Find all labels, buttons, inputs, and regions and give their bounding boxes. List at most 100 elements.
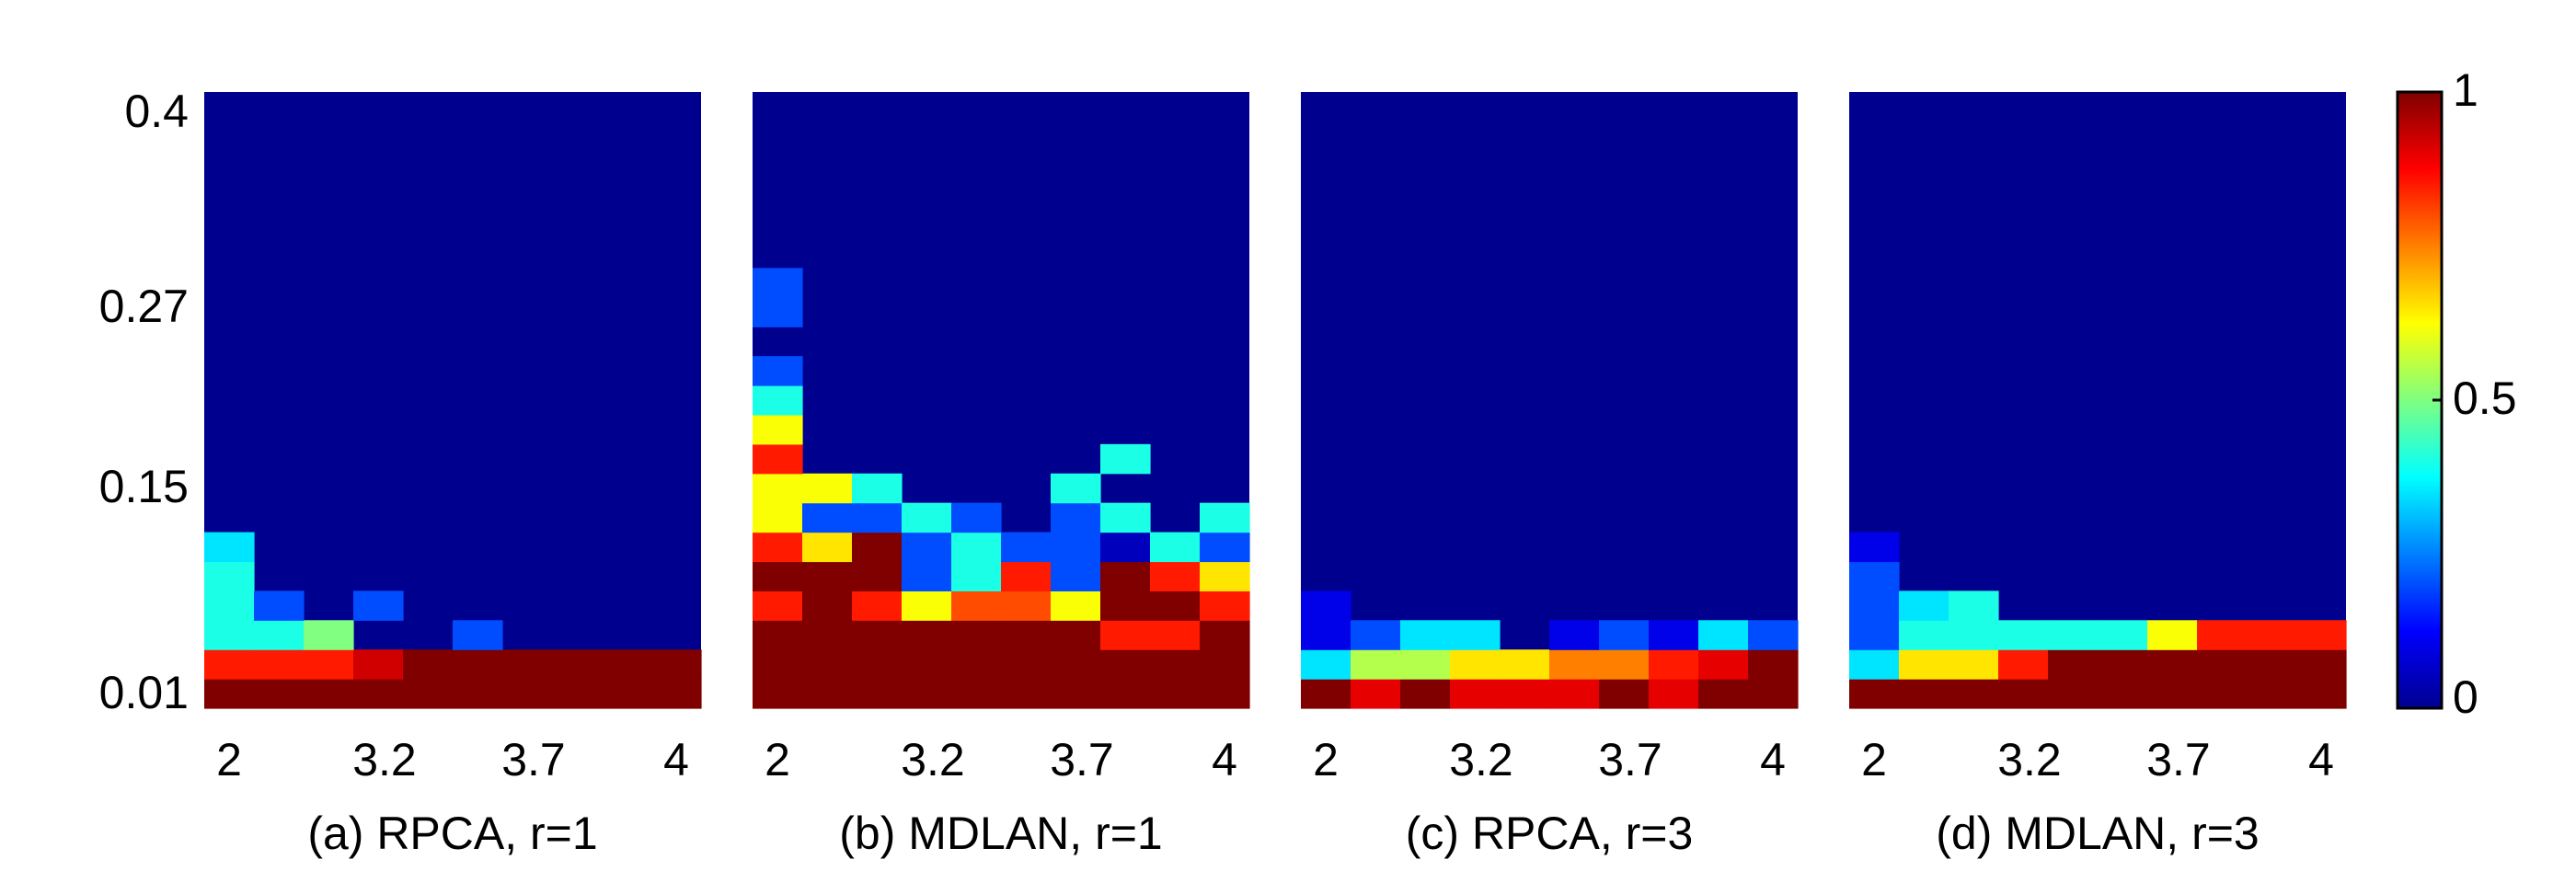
heatmap-cell [753,649,803,680]
heatmap-cell [2296,679,2347,709]
heatmap-cell [1301,590,1351,621]
heatmap-cell [1150,679,1201,709]
heatmap-cell [1849,620,1900,650]
x-tick-label: 3.7 [1050,734,1114,785]
heatmap-cell [2197,620,2248,650]
heatmap-cell [1001,679,1052,709]
y-tick-label: 0.01 [99,667,189,718]
panel-caption: (c) RPCA, r=3 [1406,808,1694,859]
heatmap-cell [2197,649,2248,680]
heatmap-cell [602,649,652,680]
heatmap-cell [1998,649,2049,680]
heatmap-cell [254,590,305,621]
heatmap-cell [1001,649,1052,680]
heatmap-cell [753,356,803,386]
heatmap-cell [353,649,404,680]
heatmap-cell [204,649,255,680]
heatmap-cell [753,414,803,445]
heatmap-cell [254,679,305,709]
heatmap-cell [1949,679,1999,709]
heatmap-cell [753,590,803,621]
heatmap-cell [1051,590,1101,621]
heatmap-cell [1200,561,1250,591]
heatmap-cell [753,443,803,475]
heatmap-cell [951,561,1002,591]
heatmap-cell [753,620,803,650]
heatmap-cell [1001,532,1052,563]
heatmap-cell [852,620,903,650]
x-tick-label: 3.7 [2146,734,2211,785]
heatmap-cell [852,649,903,680]
heatmap-cell [1599,679,1650,709]
heatmap-cell [1899,649,1949,680]
heatmap-cell [951,590,1002,621]
heatmap-cell [1150,532,1201,563]
heatmap-cell [852,502,903,533]
colorbar-tick-label: 0 [2453,671,2478,723]
heatmap-cell [1949,649,1999,680]
x-tick-label: 4 [663,734,689,785]
heatmap-cell [1200,532,1250,563]
heatmap-cell [1998,679,2049,709]
heatmap-cell [902,620,952,650]
heatmap-cell [1500,649,1550,680]
heatmap-cell [1849,532,1900,563]
heatmap-cell [802,649,853,680]
heatmap-cell [1301,620,1351,650]
heatmap-cell [1001,561,1052,591]
x-tick-label: 3.2 [352,734,417,785]
heatmap-cell [502,649,553,680]
heatmap-cell [1351,620,1401,650]
x-tick-label: 2 [1861,734,1887,785]
heatmap-cell [1649,620,1699,650]
heatmap-cell [453,679,503,709]
heatmap-cell [951,532,1002,563]
heatmap-cell [802,502,853,533]
heatmap-cell [1849,679,1900,709]
heatmap-cell [951,679,1002,709]
x-tick-label: 4 [1760,734,1786,785]
heatmap-cell [1949,620,1999,650]
x-tick-label: 4 [1212,734,1237,785]
heatmap-cell [1200,679,1250,709]
heatmap-cell [1100,502,1151,533]
heatmap-cell [1450,620,1501,650]
heatmap-cell [2098,679,2148,709]
x-tick-label: 3.7 [1598,734,1662,785]
heatmap-cell [1100,620,1151,650]
heatmap-cell [1301,649,1351,680]
heatmap-cell [1748,679,1799,709]
x-tick-label: 2 [765,734,790,785]
heatmap-cell [204,532,255,563]
heatmap-cell [2296,620,2347,650]
heatmap-cell [802,590,853,621]
x-tick-label: 4 [2308,734,2334,785]
heatmap-cell [2098,649,2148,680]
heatmap-cell [1549,679,1600,709]
heatmap-cell [1949,590,1999,621]
heatmap-cell [802,561,853,591]
heatmap-cell [403,679,454,709]
heatmap-cell [2147,649,2198,680]
heatmap-cell [1351,649,1401,680]
panel-caption: (d) MDLAN, r=3 [1936,808,2259,859]
heatmap-cell [1051,620,1101,650]
panel-4: 2 3.2 3.7 4 (d) MDLAN, r=3 [1849,92,2347,859]
heatmap-cell [852,473,903,504]
heatmap-cell [2197,679,2248,709]
heatmap-cell [2048,679,2099,709]
heatmap-cell [651,679,702,709]
heatmap-cell [2147,679,2198,709]
heatmap-cell [951,649,1002,680]
panel-3: 2 3.2 3.7 4 (c) RPCA, r=3 [1301,92,1799,859]
x-tick-label: 2 [1313,734,1339,785]
heatmap-cell [1400,679,1451,709]
heatmap-cell [1899,620,1949,650]
heatmap-cell [1899,679,1949,709]
heatmap-cell [802,620,853,650]
heatmap-cell [1599,620,1650,650]
heatmap-cell [902,532,952,563]
heatmap-cell [1400,649,1451,680]
heatmap-cell [1051,561,1101,591]
